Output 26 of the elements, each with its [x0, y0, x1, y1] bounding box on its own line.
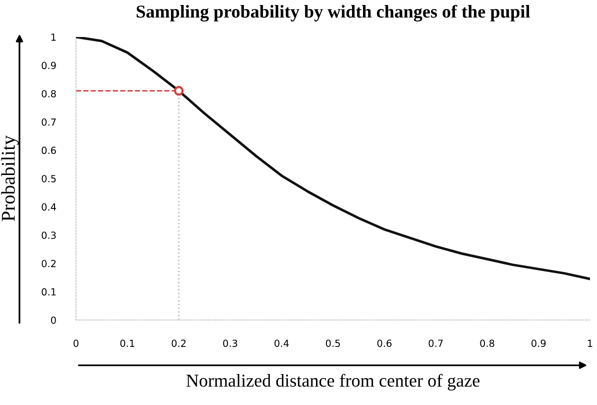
y-tick-label: 0.7 — [42, 118, 56, 126]
y-tick-label: 0.9 — [42, 62, 56, 70]
x-tick-label: 0.1 — [120, 340, 134, 347]
x-tick-label: 0.5 — [326, 340, 340, 347]
y-tick-label: 0.6 — [42, 146, 56, 154]
x-tick-label: 0.9 — [532, 340, 546, 347]
y-tick-label: 0.2 — [42, 260, 56, 268]
y-tick-label: 0.3 — [42, 232, 56, 239]
x-tick-label: 0.4 — [274, 340, 289, 347]
x-tick-label: 0.2 — [172, 340, 186, 347]
y-tick-label: 0.8 — [42, 90, 56, 98]
y-tick-label: 0.1 — [42, 288, 56, 296]
y-tick-label: 0 — [51, 316, 56, 324]
line-series — [76, 37, 590, 280]
y-tick-label: 0.5 — [42, 174, 56, 182]
x-tick-label: 0.6 — [377, 340, 392, 347]
x-tick-label: 0.8 — [480, 340, 494, 347]
y-axis-title: Probability — [1, 135, 19, 222]
x-axis-title: Normalized distance from center of gaze — [186, 374, 480, 390]
x-tick-label: 0.7 — [428, 340, 443, 347]
y-tick-label: 0.4 — [42, 203, 56, 211]
y-tick-label: 1 — [51, 34, 56, 41]
x-tick-label: 0 — [74, 340, 78, 347]
x-tick-label: 1 — [588, 340, 592, 347]
x-tick-label: 0.3 — [223, 340, 238, 347]
chart-title: Sampling probability by width changes of the pupil — [136, 4, 530, 22]
